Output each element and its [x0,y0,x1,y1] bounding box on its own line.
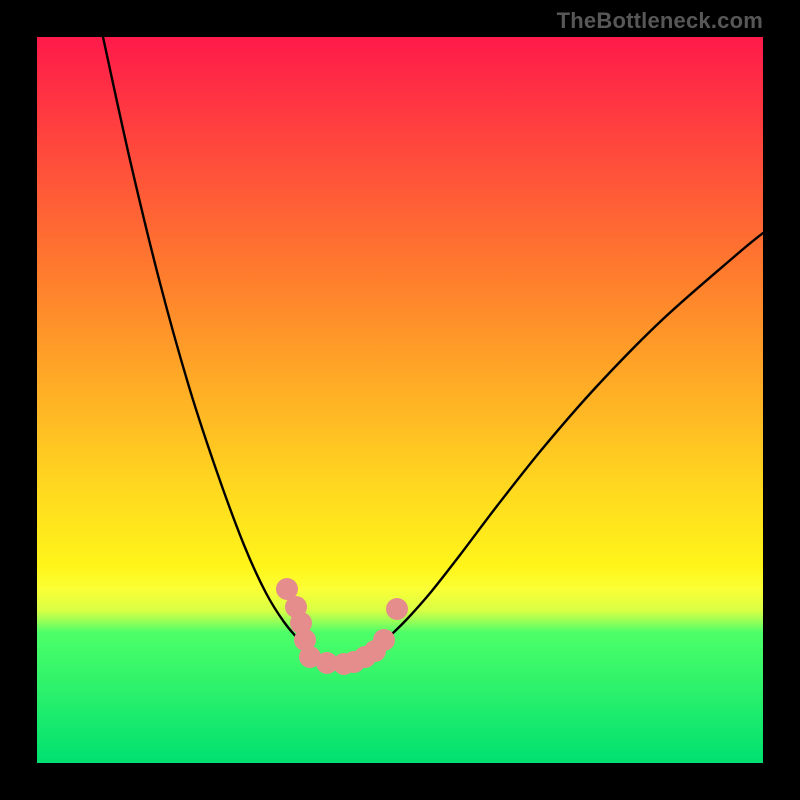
curve-marker [386,598,408,620]
curve-marker [373,629,395,651]
bottleneck-curve [103,37,763,661]
chart-overlay-svg [0,0,800,800]
markers-group [276,578,408,675]
